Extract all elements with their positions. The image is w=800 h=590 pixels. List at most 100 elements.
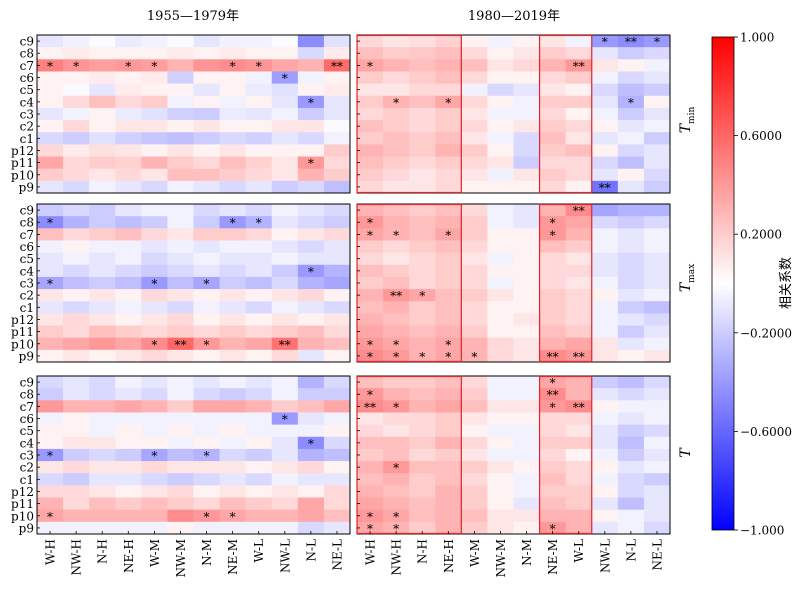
row-label: p11 bbox=[11, 156, 34, 170]
heatmap-cell bbox=[219, 276, 247, 290]
heatmap-cell bbox=[323, 349, 351, 363]
heatmap-cell bbox=[513, 216, 540, 229]
heatmap-cell bbox=[409, 264, 436, 278]
heatmap-cell bbox=[63, 120, 90, 133]
heatmap-cell bbox=[141, 264, 168, 278]
heatmap-cell bbox=[245, 388, 273, 401]
heatmap-cell bbox=[565, 325, 593, 339]
heatmap-cell bbox=[461, 180, 488, 194]
heatmap-cell bbox=[409, 156, 436, 170]
heatmap-cell bbox=[357, 47, 384, 60]
heatmap-cell bbox=[435, 325, 462, 339]
heatmap-cell bbox=[219, 388, 247, 401]
row-label: c8 bbox=[20, 47, 34, 61]
heatmap-cell bbox=[89, 59, 116, 72]
heatmap-cell bbox=[297, 132, 325, 145]
heatmap-cell bbox=[297, 424, 325, 438]
heatmap-cell bbox=[617, 95, 645, 109]
heatmap-cell bbox=[323, 412, 351, 426]
heatmap-cell bbox=[617, 59, 645, 72]
colorbar-gradient bbox=[711, 36, 735, 531]
heatmap-cell bbox=[513, 509, 540, 523]
heatmap-cell bbox=[297, 83, 325, 97]
heatmap-cell bbox=[617, 412, 645, 426]
heatmap-cell bbox=[167, 448, 194, 462]
heatmap-cell bbox=[565, 95, 593, 109]
heatmap-cell bbox=[37, 448, 64, 462]
heatmap-cell bbox=[141, 95, 168, 109]
column-label: NE-H bbox=[442, 539, 456, 573]
heatmap-cell bbox=[409, 132, 436, 145]
heatmap-cell bbox=[435, 120, 462, 133]
heatmap-cell bbox=[357, 252, 384, 266]
heatmap-cell bbox=[617, 35, 645, 48]
variable-label: Tmin bbox=[678, 107, 697, 134]
heatmap-cell bbox=[461, 461, 488, 474]
significance-marker: * bbox=[393, 96, 399, 110]
heatmap-cell bbox=[617, 71, 645, 85]
heatmap-cell bbox=[297, 497, 325, 511]
heatmap-cell bbox=[245, 349, 273, 363]
heatmap-cell bbox=[435, 485, 462, 498]
heatmap-cell bbox=[643, 59, 671, 72]
heatmap-cell bbox=[271, 276, 299, 290]
heatmap-cell bbox=[513, 107, 540, 121]
significance-marker: * bbox=[367, 522, 373, 536]
heatmap-cell bbox=[193, 83, 220, 97]
heatmap-cell bbox=[461, 276, 488, 290]
heatmap-cell bbox=[617, 228, 645, 241]
heatmap-cell bbox=[435, 412, 462, 426]
heatmap-cell bbox=[435, 216, 462, 229]
heatmap-cell bbox=[565, 240, 593, 254]
heatmap-cell bbox=[193, 120, 220, 133]
heatmap-cell bbox=[409, 376, 436, 389]
significance-marker: * bbox=[471, 350, 477, 364]
significance-marker: * bbox=[282, 413, 288, 427]
heatmap-cell bbox=[37, 216, 64, 229]
heatmap-cell bbox=[435, 289, 462, 302]
heatmap-cell bbox=[409, 509, 436, 523]
column-label: N-L bbox=[624, 539, 638, 562]
heatmap-cell bbox=[271, 95, 299, 109]
heatmap-cell bbox=[89, 436, 116, 450]
heatmap-cell bbox=[245, 156, 273, 170]
heatmap-cell bbox=[643, 388, 671, 401]
heatmap-cell bbox=[357, 436, 384, 450]
heatmap-cell bbox=[297, 35, 325, 48]
heatmap-cell bbox=[297, 252, 325, 266]
significance-marker: * bbox=[151, 277, 157, 291]
heatmap-cell bbox=[383, 473, 410, 486]
heatmap-cell bbox=[167, 325, 194, 339]
heatmap-cell bbox=[141, 461, 168, 474]
heatmap-cell bbox=[539, 83, 567, 97]
heatmap-cell bbox=[271, 252, 299, 266]
heatmap-cell bbox=[219, 412, 247, 426]
heatmap-cell bbox=[193, 424, 220, 438]
heatmap-cell bbox=[63, 216, 90, 229]
heatmap-cell bbox=[435, 400, 462, 413]
heatmap-cell bbox=[461, 35, 488, 48]
heatmap-cell bbox=[383, 388, 410, 401]
heatmap-cell bbox=[435, 35, 462, 48]
heatmap-cell bbox=[591, 132, 619, 145]
heatmap-cell bbox=[297, 168, 325, 182]
heatmap-cell bbox=[617, 497, 645, 511]
heatmap-cell bbox=[617, 461, 645, 474]
heatmap-cell bbox=[409, 35, 436, 48]
heatmap-cell bbox=[539, 276, 567, 290]
row-label: c3 bbox=[20, 108, 34, 122]
heatmap-cell bbox=[539, 144, 567, 157]
heatmap-cell bbox=[357, 132, 384, 145]
heatmap-cell bbox=[167, 156, 194, 170]
heatmap-cell bbox=[617, 168, 645, 182]
heatmap-cell bbox=[617, 289, 645, 302]
heatmap-cell bbox=[539, 180, 567, 194]
significance-marker: * bbox=[445, 228, 451, 242]
column-label: NW-H bbox=[390, 539, 404, 575]
heatmap-cell bbox=[539, 497, 567, 511]
heatmap-cell bbox=[591, 156, 619, 170]
heatmap-cell bbox=[539, 301, 567, 314]
heatmap-cell bbox=[383, 120, 410, 133]
heatmap-cell bbox=[383, 107, 410, 121]
